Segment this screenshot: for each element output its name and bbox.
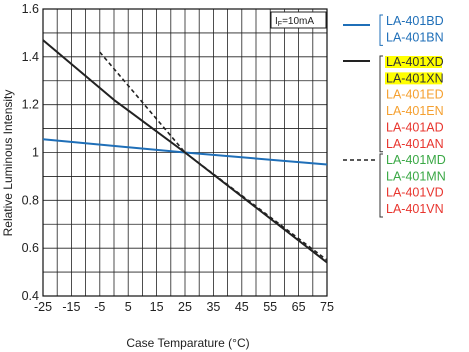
- legend-label: LA-401XN: [386, 71, 444, 85]
- x-axis-title: Case Temparature (°C): [126, 336, 249, 350]
- svg-text:IF=10mA: IF=10mA: [275, 16, 314, 28]
- x-tick-label: 25: [178, 300, 192, 314]
- y-tick-label: 0.8: [22, 193, 39, 207]
- x-tick-label: 45: [235, 300, 249, 314]
- x-tick-label: -5: [94, 300, 105, 314]
- annotation-box: [270, 11, 327, 29]
- x-tick-label: 35: [206, 300, 220, 314]
- x-tick-label: -15: [62, 300, 80, 314]
- grid: [42, 8, 328, 297]
- legend: LA-401BD LA-401BN LA-401XD LA-401XN LA-401ED…: [343, 14, 446, 218]
- series-line-2: [42, 39, 328, 264]
- y-tick-label: 0.4: [22, 289, 39, 303]
- legend-label: LA-401EN: [386, 104, 444, 118]
- condition-annotation: IF=10mA: [270, 11, 327, 29]
- legend-group-3: LA-401MD LA-401MN LA-401VD LA-401VN: [343, 153, 446, 218]
- x-tick-label: 5: [125, 300, 132, 314]
- legend-label: LA-401VN: [386, 202, 444, 216]
- y-tick-label: 1.4: [22, 50, 39, 64]
- legend-label: LA-401AD: [386, 120, 444, 134]
- annotation-text-main: I: [275, 16, 278, 27]
- legend-bracket: [379, 55, 383, 153]
- x-tick-label: 75: [320, 300, 334, 314]
- x-tick-label: 55: [263, 300, 277, 314]
- series-lines: [42, 39, 328, 264]
- x-tick-label: 65: [292, 300, 306, 314]
- legend-group-1: LA-401BD LA-401BN: [343, 14, 444, 46]
- legend-bracket: [379, 153, 383, 218]
- x-axis-ticks: -25 -15 -5 5 15 25 35 45 55 65 75: [34, 300, 334, 314]
- legend-highlight: [385, 72, 442, 85]
- legend-label: LA-401MN: [386, 169, 446, 183]
- legend-label: LA-401XD: [386, 55, 444, 69]
- legend-label: LA-401BN: [386, 30, 444, 44]
- annotation-text-rest: =10mA: [282, 16, 314, 27]
- legend-label: LA-401ED: [386, 88, 444, 102]
- legend-bracket: [379, 14, 383, 46]
- legend-label: LA-401AN: [386, 137, 444, 151]
- legend-highlight: [385, 56, 442, 68]
- series-line-3: [99, 51, 328, 261]
- y-tick-label: 1.2: [22, 98, 39, 112]
- y-axis-ticks: 0.4 0.6 0.8 1 1.2 1.4 1.6: [22, 2, 39, 303]
- y-tick-label: 1: [32, 146, 39, 160]
- annotation-text-sub: F: [278, 21, 282, 28]
- x-tick-label: 15: [150, 300, 164, 314]
- legend-label: LA-401BD: [386, 14, 444, 28]
- x-tick-label: -25: [34, 300, 52, 314]
- legend-label: LA-401MD: [386, 153, 446, 167]
- plot-frame: [42, 8, 328, 297]
- legend-label: LA-401VD: [386, 186, 444, 200]
- y-tick-label: 0.6: [22, 241, 39, 255]
- y-tick-label: 1.6: [22, 2, 39, 16]
- legend-group-2: LA-401XD LA-401XN LA-401ED LA-401EN LA-401AD…: [343, 55, 444, 153]
- y-axis-title: Relative Luminous Intensity: [1, 90, 15, 237]
